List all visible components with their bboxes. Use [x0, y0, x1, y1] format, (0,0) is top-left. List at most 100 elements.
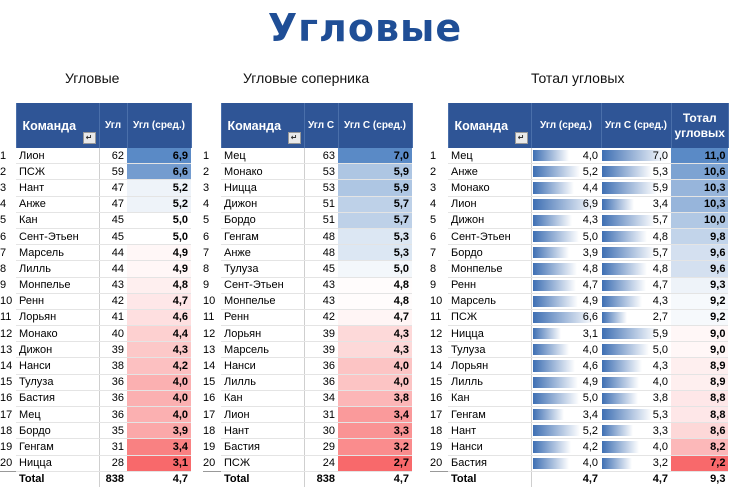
team-cell: Ницца	[16, 455, 100, 472]
table-row[interactable]: 1 Мец 4,0 7,0 11,0	[430, 148, 729, 165]
table-row[interactable]: 19 Бастия 29 3,2	[203, 438, 412, 456]
table-row[interactable]: 3 Ницца 53 5,9	[203, 179, 412, 197]
opponent-corners-avg-column-header[interactable]: Угл С (сред.)	[337, 103, 413, 148]
team-cell: Лорьян	[221, 325, 305, 343]
table-row[interactable]: 3 Нант 47 5,2	[0, 179, 191, 197]
bar-value: 4,7	[582, 279, 598, 292]
table-row[interactable]: 17 Лион 31 3,4	[203, 406, 412, 424]
team-column-header[interactable]: Команда ↵	[15, 103, 100, 148]
total-total-value: 9,3	[671, 470, 729, 487]
table-row[interactable]: 18 Нант 5,2 3,3 8,6	[430, 422, 729, 440]
sort-filter-icon[interactable]: ↵	[287, 132, 301, 144]
table-row[interactable]: 11 ПСЖ 6,6 2,7 9,2	[430, 309, 729, 327]
table-row[interactable]: 7 Анже 48 5,3	[203, 244, 412, 262]
table-row[interactable]: 2 ПСЖ 59 6,6	[0, 163, 191, 181]
corners-cell: 36	[99, 406, 127, 424]
table-row[interactable]: 4 Дижон 51 5,7	[203, 196, 412, 213]
total-corners-column-header[interactable]: Тотал угловых	[670, 103, 729, 148]
table-row[interactable]: 9 Ренн 4,7 4,7 9,3	[430, 277, 729, 294]
table-row[interactable]: 1 Лион 62 6,9	[0, 148, 191, 165]
table-row[interactable]: 16 Бастия 36 4,0	[0, 390, 191, 408]
data-bar	[602, 166, 652, 178]
table-row[interactable]: 4 Лион 6,9 3,4 10,3	[430, 196, 729, 213]
table-row[interactable]: 14 Лорьян 4,6 4,3 8,9	[430, 357, 729, 375]
corners-avg-cell: 3,4	[338, 406, 412, 424]
table-row[interactable]: 20 Ницца 28 3,1	[0, 455, 191, 472]
table-row[interactable]: 3 Монако 4,4 5,9 10,3	[430, 179, 729, 197]
table-row[interactable]: 14 Нанси 38 4,2	[0, 357, 191, 375]
table-row[interactable]: 7 Бордо 3,9 5,7 9,6	[430, 244, 729, 262]
corners-avg-cell: 4,0	[127, 374, 191, 391]
corners-avg-cell: 5,3	[338, 244, 412, 262]
sort-filter-icon[interactable]: ↵	[82, 132, 96, 144]
table-row[interactable]: 14 Нанси 36 4,0	[203, 357, 412, 375]
table-row[interactable]: 10 Ренн 42 4,7	[0, 293, 191, 310]
opponent-corners-avg-column-header[interactable]: Угл С (сред.)	[600, 103, 672, 148]
table-row[interactable]: 19 Нанси 4,2 4,0 8,2	[430, 438, 729, 456]
table-row[interactable]: 19 Генгам 31 3,4	[0, 438, 191, 456]
table-row[interactable]: 5 Дижон 4,3 5,7 10,0	[430, 212, 729, 229]
table-row[interactable]: 10 Монпелье 43 4,8	[203, 293, 412, 310]
table-row[interactable]: 20 ПСЖ 24 2,7	[203, 455, 412, 472]
bar-value: 5,0	[582, 230, 598, 243]
table-row[interactable]: 12 Ницца 3,1 5,9 9,0	[430, 325, 729, 343]
corners-avg-column-header[interactable]: Угл (сред.)	[126, 103, 192, 148]
total-label: Total	[448, 470, 532, 487]
corners-avg-bar-cell: 3,1	[531, 325, 601, 343]
table-row[interactable]: 10 Марсель 4,9 4,3 9,2	[430, 293, 729, 310]
table-row[interactable]: 17 Мец 36 4,0	[0, 406, 191, 424]
table-row[interactable]: 17 Генгам 3,4 5,3 8,8	[430, 406, 729, 424]
team-cell: Лион	[448, 196, 532, 213]
table-row[interactable]: 6 Генгам 48 5,3	[203, 228, 412, 246]
sort-filter-icon[interactable]: ↵	[514, 132, 528, 144]
data-bar	[602, 279, 647, 291]
bar-value: 5,9	[652, 181, 668, 194]
table-row[interactable]: 18 Бордо 35 3,9	[0, 422, 191, 440]
table-row[interactable]: 8 Монпелье 4,8 4,8 9,6	[430, 260, 729, 278]
section-title-corners: Угловые	[65, 70, 120, 86]
data-bar	[602, 214, 656, 226]
table-row[interactable]: 11 Лорьян 41 4,6	[0, 309, 191, 327]
table-row[interactable]: 8 Лилль 44 4,9	[0, 260, 191, 278]
table-row[interactable]: 9 Сент-Этьен 43 4,8	[203, 277, 412, 294]
table-row[interactable]: 20 Бастия 4,0 3,2 7,2	[430, 455, 729, 472]
corners-avg-column-header[interactable]: Угл (сред.)	[530, 103, 602, 148]
table-row[interactable]: 13 Дижон 39 4,3	[0, 341, 191, 359]
data-bar	[602, 198, 634, 210]
rank-cell: 3	[203, 181, 210, 194]
table-row[interactable]: 12 Монако 40 4,4	[0, 325, 191, 343]
corners-avg-cell: 3,2	[338, 438, 412, 456]
table-row[interactable]: 4 Анже 47 5,2	[0, 196, 191, 213]
rank-cell: 14	[0, 360, 13, 373]
team-column-header[interactable]: Команда ↵	[447, 103, 532, 148]
corners-column-header[interactable]: Угл	[98, 103, 128, 148]
table-row[interactable]: 5 Кан 45 5,0	[0, 212, 191, 229]
team-cell: Кан	[221, 390, 305, 408]
table-row[interactable]: 16 Кан 5,0 3,8 8,8	[430, 390, 729, 408]
table-row[interactable]: 6 Сент-Этьен 5,0 4,8 9,8	[430, 228, 729, 246]
team-column-header[interactable]: Команда ↵	[220, 103, 305, 148]
table-row[interactable]: 2 Анже 5,2 5,3 10,6	[430, 163, 729, 181]
table-row[interactable]: 7 Марсель 44 4,9	[0, 244, 191, 262]
table-row[interactable]: 1 Мец 63 7,0	[203, 148, 412, 165]
table-row[interactable]: 8 Тулуза 45 5,0	[203, 260, 412, 278]
rank-cell: 11	[430, 311, 442, 324]
table-row[interactable]: 12 Лорьян 39 4,3	[203, 325, 412, 343]
table-row[interactable]: 18 Нант 30 3,3	[203, 422, 412, 440]
table-row[interactable]: 5 Бордо 51 5,7	[203, 212, 412, 229]
table-row[interactable]: 15 Тулуза 36 4,0	[0, 374, 191, 391]
corners-cell: 39	[304, 325, 338, 343]
table-row[interactable]: 9 Монпелье 43 4,8	[0, 277, 191, 294]
table-row[interactable]: 15 Лилль 4,9 4,0 8,9	[430, 374, 729, 391]
table-row[interactable]: 11 Ренн 42 4,7	[203, 309, 412, 327]
opponent-corners-column-header[interactable]: Угл С	[303, 103, 339, 148]
table-row[interactable]: 13 Тулуза 4,0 5,0 9,0	[430, 341, 729, 359]
corners-avg-bar-cell: 4,4	[531, 179, 601, 197]
table-row[interactable]: 15 Лилль 36 4,0	[203, 374, 412, 391]
table-row[interactable]: 16 Кан 34 3,8	[203, 390, 412, 408]
total-corners-cell: 7,2	[671, 455, 729, 472]
bar-value: 4,0	[582, 457, 598, 470]
table-row[interactable]: 2 Монако 53 5,9	[203, 163, 412, 181]
table-row[interactable]: 13 Марсель 39 4,3	[203, 341, 412, 359]
table-row[interactable]: 6 Сент-Этьен 45 5,0	[0, 228, 191, 246]
